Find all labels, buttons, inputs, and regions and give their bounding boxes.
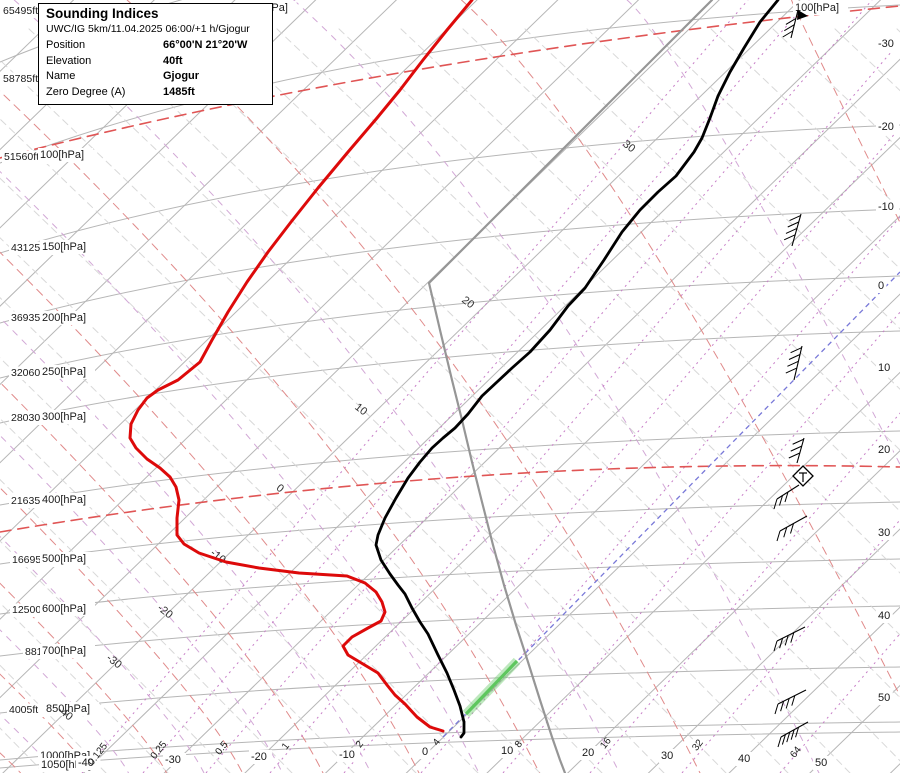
level-marker xyxy=(792,465,814,487)
svg-text:21635ft: 21635ft xyxy=(11,495,46,507)
svg-text:58785ft: 58785ft xyxy=(3,73,38,85)
svg-text:32060ft: 32060ft xyxy=(11,367,46,379)
svg-text:8: 8 xyxy=(513,739,525,751)
svg-text:0: 0 xyxy=(878,280,884,292)
svg-text:4: 4 xyxy=(431,737,443,749)
wind-barb-icon xyxy=(774,689,807,715)
svg-text:16695ft: 16695ft xyxy=(12,554,47,566)
info-row-zero-degree: Zero Degree (A) 1485ft xyxy=(46,85,265,101)
wind-barb-icon xyxy=(773,626,806,652)
svg-text:200[hPa]: 200[hPa] xyxy=(42,312,86,324)
svg-text:400[hPa]: 400[hPa] xyxy=(42,494,86,506)
svg-text:150[hPa]: 150[hPa] xyxy=(42,241,86,253)
svg-text:28030ft: 28030ft xyxy=(11,412,46,424)
info-label: Name xyxy=(46,70,76,82)
svg-text:10: 10 xyxy=(878,362,890,374)
info-row-position: Position 66°00'N 21°20'W xyxy=(46,38,265,54)
svg-text:36935ft: 36935ft xyxy=(11,312,46,324)
svg-text:850[hPa]: 850[hPa] xyxy=(46,703,90,715)
svg-text:100[hPa]: 100[hPa] xyxy=(795,2,839,14)
svg-text:20: 20 xyxy=(582,747,594,759)
svg-text:10: 10 xyxy=(352,401,369,418)
svg-text:10: 10 xyxy=(501,745,513,757)
sounding-curves xyxy=(128,0,780,773)
svg-text:2: 2 xyxy=(354,739,366,751)
info-value: 1485ft xyxy=(163,85,195,98)
svg-text:50: 50 xyxy=(815,757,827,769)
svg-text:-30: -30 xyxy=(878,38,894,50)
mixing-ratio-grid xyxy=(81,0,900,773)
svg-text:-40: -40 xyxy=(78,757,94,769)
wind-barb-icon xyxy=(773,484,800,510)
svg-text:0: 0 xyxy=(422,746,428,758)
svg-text:30: 30 xyxy=(661,750,673,762)
svg-text:30: 30 xyxy=(878,527,890,539)
svg-text:-20: -20 xyxy=(251,751,267,763)
info-value: Gjogur xyxy=(163,70,200,82)
svg-text:-10: -10 xyxy=(878,201,894,213)
highlight-lines xyxy=(0,5,900,738)
svg-text:4005ft: 4005ft xyxy=(9,704,38,716)
wind-barb-icon xyxy=(785,345,803,381)
moist-adiabat-grid xyxy=(0,27,900,773)
svg-text:600[hPa]: 600[hPa] xyxy=(42,603,86,615)
svg-text:500[hPa]: 500[hPa] xyxy=(42,553,86,565)
svg-text:30: 30 xyxy=(620,138,637,155)
wind-barb-icon xyxy=(782,9,808,39)
wind-barb-icon xyxy=(783,213,802,247)
svg-text:50: 50 xyxy=(878,692,890,704)
svg-text:250[hPa]: 250[hPa] xyxy=(42,366,86,378)
svg-text:40: 40 xyxy=(878,610,890,622)
svg-text:65495ft: 65495ft xyxy=(3,5,38,17)
panel-title: Sounding Indices xyxy=(46,6,159,21)
dewpoint-curve xyxy=(128,0,474,733)
wind-barb-icon xyxy=(776,515,808,542)
info-label: Elevation xyxy=(46,54,92,67)
svg-text:43125ft: 43125ft xyxy=(11,242,46,254)
model-run-line: UWC/IG 5km/11.04.2025 06:00/+1 h/Gjogur xyxy=(46,23,250,35)
svg-text:-10: -10 xyxy=(339,749,355,761)
svg-text:20: 20 xyxy=(459,294,476,311)
info-value: 66°00'N 21°20'W xyxy=(163,39,248,51)
svg-text:40: 40 xyxy=(738,753,750,765)
svg-text:-20: -20 xyxy=(878,121,894,133)
parcel-curve-upper xyxy=(427,0,714,285)
parcel-curve-lower xyxy=(427,281,567,773)
svg-text:12500ft: 12500ft xyxy=(12,604,47,616)
temperature-curve xyxy=(374,0,780,739)
svg-text:300[hPa]: 300[hPa] xyxy=(42,411,86,423)
info-value: 40ft xyxy=(163,54,183,67)
svg-text:51560ft: 51560ft xyxy=(4,151,39,163)
svg-text:700[hPa]: 700[hPa] xyxy=(42,645,86,657)
svg-text:1: 1 xyxy=(280,741,292,753)
info-label: Position xyxy=(46,39,86,51)
info-row-name: Name Gjogur xyxy=(46,69,265,85)
wind-barbs xyxy=(773,9,809,748)
svg-text:-30: -30 xyxy=(165,754,181,766)
sounding-indices-panel: Sounding Indices UWC/IG 5km/11.04.2025 0… xyxy=(38,3,273,105)
wind-barb-icon xyxy=(777,721,809,748)
info-label: Zero Degree (A) xyxy=(46,85,126,98)
svg-text:20: 20 xyxy=(878,444,890,456)
wind-barb-icon xyxy=(788,437,805,464)
info-row-elevation: Elevation 40ft xyxy=(46,54,265,70)
svg-text:100[hPa]: 100[hPa] xyxy=(40,149,84,161)
